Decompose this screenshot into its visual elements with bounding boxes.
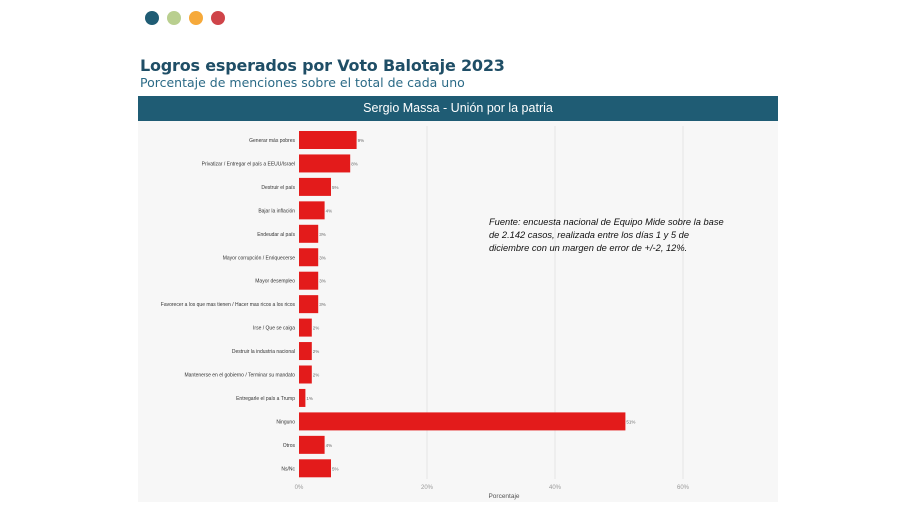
data-label: 3% <box>319 279 326 284</box>
bar-chart: 0% 20% 40% 60% Porcentaje Generar más pobres 9… <box>161 126 690 500</box>
bar <box>299 224 319 243</box>
x-axis-label: Porcentaje <box>488 493 519 500</box>
bar <box>299 177 331 196</box>
data-label: 5% <box>332 466 339 471</box>
category-label: Destruir la industria nacional <box>232 349 295 355</box>
page-title: Logros esperados por Voto Balotaje 2023 <box>140 56 505 75</box>
category-label: Destruir el país <box>261 185 295 191</box>
data-label: 4% <box>326 443 333 448</box>
category-label: Entregarle el país a Trump <box>236 396 295 402</box>
source-note: Fuente: encuesta nacional de Equipo Mide… <box>489 217 724 253</box>
category-label: Bajar la inflación <box>258 208 295 214</box>
chart-area: 0% 20% 40% 60% Porcentaje Generar más pobres 9… <box>138 121 778 502</box>
data-label: 4% <box>326 208 333 213</box>
category-label: Irse / Que se caiga <box>253 326 295 332</box>
dot-red <box>211 11 225 25</box>
category-label: Ns/Nc <box>281 466 295 472</box>
category-label: Privatizar / Entregar el país a EEUU/Isr… <box>202 161 295 167</box>
bar <box>299 271 319 290</box>
category-label: Favorecer a los que mas tienen / Hacer m… <box>161 302 296 308</box>
data-label: 5% <box>332 185 339 190</box>
category-label: Otros <box>283 443 296 449</box>
x-tick-label: 60% <box>677 485 690 491</box>
category-label: Mantenerse en el gobierno / Terminar su … <box>184 373 295 379</box>
x-tick-label: 20% <box>421 485 434 491</box>
data-label: 2% <box>313 326 320 331</box>
dot-orange <box>189 11 203 25</box>
category-label: Endeudar al país <box>257 232 295 238</box>
data-label: 3% <box>319 232 326 237</box>
bar <box>299 248 319 267</box>
x-tick-label: 0% <box>295 485 304 491</box>
dot-blue <box>145 11 159 25</box>
data-label: 1% <box>306 396 313 401</box>
dot-green <box>167 11 181 25</box>
bar <box>299 295 319 314</box>
bar <box>299 435 325 454</box>
data-label: 8% <box>351 161 358 166</box>
chart-header-band: Sergio Massa - Unión por la patria <box>138 96 778 121</box>
category-label: Generar más pobres <box>249 138 295 144</box>
data-label: 2% <box>313 349 320 354</box>
bar <box>299 388 306 407</box>
data-label: 3% <box>319 302 326 307</box>
bar <box>299 459 331 478</box>
bar <box>299 412 626 431</box>
bar <box>299 318 312 337</box>
data-label: 9% <box>358 138 365 143</box>
bar <box>299 342 312 361</box>
bar <box>299 131 357 149</box>
category-label: Ninguno <box>276 419 295 425</box>
bar <box>299 154 351 173</box>
data-label: 51% <box>626 419 635 424</box>
bar <box>299 365 312 384</box>
bar <box>299 201 325 220</box>
data-label: 2% <box>313 373 320 378</box>
page-subtitle: Porcentaje de menciones sobre el total d… <box>140 75 465 90</box>
x-tick-label: 40% <box>549 485 562 491</box>
data-label: 3% <box>319 255 326 260</box>
category-label: Mayor corrupción / Enriquecerse <box>223 255 295 261</box>
category-label: Mayor desempleo <box>255 279 295 285</box>
